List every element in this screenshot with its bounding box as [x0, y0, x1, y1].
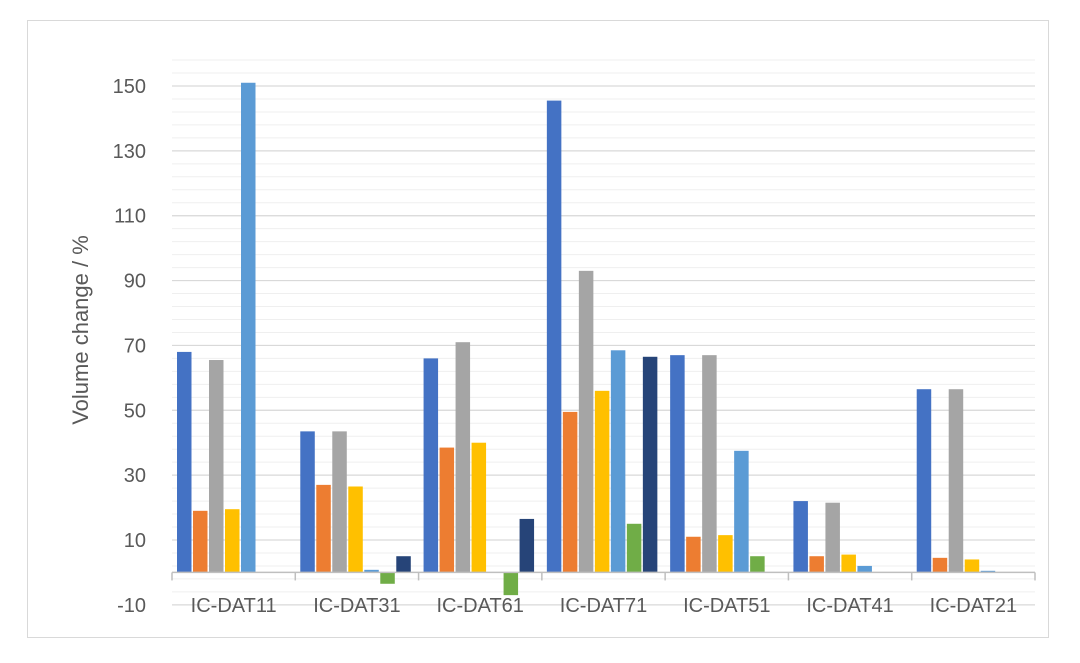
bar-ic-dat51-s4 [718, 535, 733, 573]
bars [177, 82, 996, 596]
bar-ic-dat41-s3 [825, 502, 840, 573]
bar-ic-dat71-s4 [594, 390, 610, 573]
bar-ic-dat71-s3 [578, 270, 594, 573]
bar-ic-dat61-s6 [503, 572, 519, 596]
bar-ic-dat61-s7 [519, 518, 535, 573]
bar-ic-dat51-s5 [734, 450, 749, 573]
bar-ic-dat11-s5 [241, 82, 256, 573]
bar-ic-dat21-s3 [948, 389, 964, 573]
x-tick-label: IC-DAT61 [437, 595, 524, 617]
bar-ic-dat41-s4 [841, 554, 856, 573]
bar-ic-dat51-s3 [702, 355, 717, 573]
bar-ic-dat71-s5 [610, 350, 626, 573]
bar-ic-dat11-s1 [177, 351, 192, 573]
bar-ic-dat71-s2 [562, 411, 578, 573]
x-tick-label: IC-DAT51 [683, 595, 770, 617]
bar-ic-dat61-s4 [471, 442, 487, 573]
y-tick-label: 150 [113, 76, 146, 98]
y-tick-label: 110 [114, 206, 146, 228]
bar-ic-dat21-s5 [980, 570, 996, 573]
x-axis [171, 571, 1036, 581]
bar-ic-dat51-s2 [686, 536, 701, 573]
y-tick-label: 10 [124, 530, 146, 552]
bar-ic-dat31-s6 [380, 572, 395, 584]
y-tick-label: 70 [124, 335, 146, 357]
bar-ic-dat51-s1 [670, 355, 685, 573]
bar-ic-dat31-s2 [316, 484, 331, 573]
y-tick-label: 50 [124, 400, 146, 422]
bar-ic-dat41-s1 [793, 501, 808, 573]
y-tick-label: -10 [117, 595, 146, 617]
bar-ic-dat61-s3 [455, 342, 471, 573]
y-tick-label: 30 [124, 465, 146, 487]
x-tick-label: IC-DAT11 [191, 595, 277, 617]
y-axis-label: Volume change / % [68, 235, 93, 425]
x-tick-label: IC-DAT71 [560, 595, 647, 617]
y-tick-label: 130 [113, 141, 146, 163]
bar-ic-dat71-s6 [626, 523, 642, 573]
bar-ic-dat11-s2 [193, 510, 208, 573]
bar-ic-dat21-s1 [916, 389, 932, 573]
bar-ic-dat31-s3 [332, 431, 347, 573]
x-tick-label: IC-DAT41 [806, 595, 893, 617]
bar-ic-dat21-s2 [932, 557, 948, 573]
bar-ic-dat41-s2 [809, 556, 824, 573]
bar-ic-dat41-s5 [857, 565, 872, 573]
bar-ic-dat71-s7 [642, 356, 658, 573]
bar-ic-dat31-s1 [300, 431, 315, 573]
bar-ic-dat31-s4 [348, 486, 363, 573]
bar-ic-dat31-s5 [364, 569, 379, 573]
bar-ic-dat11-s3 [209, 360, 224, 573]
y-tick-labels: -10 10 30 50 70 90 110 130 150 [113, 76, 146, 617]
bar-ic-dat11-s4 [225, 509, 240, 573]
bar-ic-dat71-s1 [546, 100, 562, 573]
x-tick-label: IC-DAT31 [313, 595, 400, 617]
bar-ic-dat21-s4 [964, 559, 980, 573]
bar-ic-dat61-s1 [423, 358, 439, 573]
x-tick-label: IC-DAT21 [930, 595, 1017, 617]
bar-ic-dat61-s2 [439, 447, 455, 573]
category-labels: IC-DAT11 IC-DAT31 IC-DAT61 IC-DAT71 IC-DAT51… [191, 595, 1017, 617]
bar-ic-dat51-s6 [750, 556, 765, 573]
bar-ic-dat31-s7 [396, 556, 411, 573]
y-tick-label: 90 [124, 271, 146, 293]
